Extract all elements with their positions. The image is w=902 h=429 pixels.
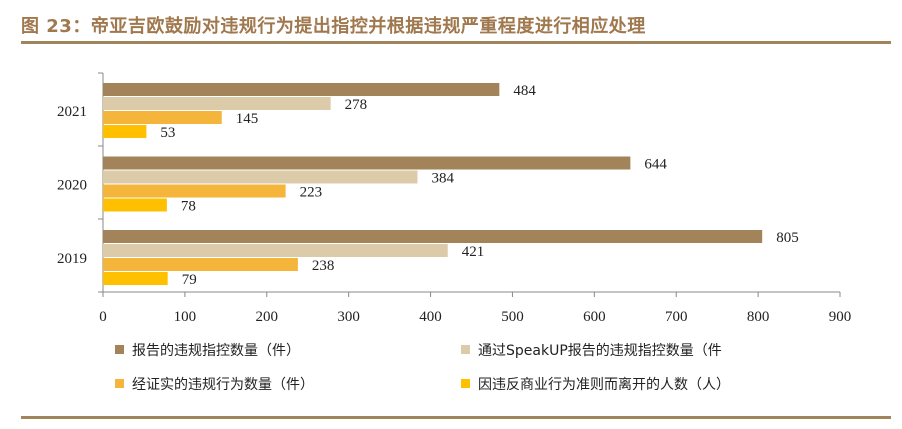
data-label: 421	[462, 244, 485, 260]
bar	[103, 230, 763, 243]
legend-swatch	[461, 345, 470, 354]
category-label: 2021	[57, 104, 87, 120]
data-label: 78	[181, 199, 196, 215]
x-tick-label: 900	[829, 309, 852, 325]
data-label: 484	[513, 83, 536, 99]
data-label: 238	[312, 258, 335, 274]
legend-swatch	[115, 379, 124, 388]
bar	[103, 111, 222, 124]
bottom-divider	[21, 416, 891, 419]
chart-axes: 0 100 200 300 400 500 600 700 800 900	[98, 72, 852, 325]
data-label: 644	[644, 157, 667, 173]
x-tick-label: 400	[419, 309, 442, 325]
x-tick-label: 100	[174, 309, 197, 325]
bar	[103, 272, 168, 285]
data-label: 384	[431, 171, 454, 187]
x-tick-label: 600	[583, 309, 606, 325]
data-label: 278	[345, 97, 368, 113]
data-label: 79	[182, 272, 197, 288]
x-tick-label: 800	[747, 309, 770, 325]
x-tick-label: 300	[337, 309, 360, 325]
chart-title: 图 23：帝亚吉欧鼓励对违规行为提出指控并根据违规严重程度进行相应处理	[21, 16, 646, 37]
x-tick-label: 200	[256, 309, 279, 325]
bar	[103, 83, 500, 96]
bar	[103, 97, 331, 110]
legend-label: 经证实的违规行为数量（件）	[132, 377, 314, 393]
legend-swatch	[115, 345, 124, 354]
bar	[103, 258, 298, 271]
x-tick-label: 0	[99, 309, 107, 325]
bar	[103, 170, 418, 184]
data-label: 805	[776, 230, 799, 246]
chart-labels: 484 278 145 53 2021 644 384 223 78 2020 805 421 238 7…	[57, 83, 799, 288]
x-tick-label: 500	[501, 309, 524, 325]
x-tick-label: 700	[665, 309, 688, 325]
legend-label: 通过SpeakUP报告的违规指控数量（件	[478, 343, 722, 359]
category-label: 2019	[57, 251, 87, 267]
data-label: 53	[160, 125, 175, 141]
chart-bars	[103, 83, 763, 285]
legend-label: 报告的违规指控数量（件）	[132, 343, 300, 359]
legend-label: 因违反商业行为准则而离开的人数（人）	[478, 376, 730, 393]
bar	[103, 184, 286, 198]
bar	[103, 125, 147, 138]
legend-swatch	[461, 379, 470, 388]
bar	[103, 244, 448, 257]
title-divider	[21, 41, 891, 44]
bar	[103, 198, 167, 212]
chart-legend: 报告的违规指控数量（件） 通过SpeakUP报告的违规指控数量（件经证实的违规行为…	[115, 343, 730, 393]
data-label: 223	[300, 185, 323, 201]
category-label: 2020	[57, 178, 87, 194]
data-label: 145	[236, 111, 259, 127]
bar	[103, 156, 631, 170]
